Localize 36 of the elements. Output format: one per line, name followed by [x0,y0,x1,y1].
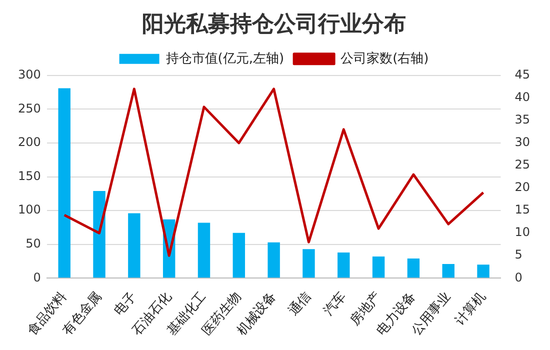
bar [232,232,246,278]
bar [58,88,70,278]
y2-tick-label: 10 [514,225,530,240]
bar [372,256,385,278]
bar [407,258,420,278]
y-tick-label: 50 [26,236,41,250]
bar [268,242,280,278]
bar [477,264,490,278]
y-tick-label: 200 [18,135,41,150]
x-tick-label: 通信 [286,289,314,319]
y2-tick-label: 20 [514,180,530,194]
y-tick-label: 250 [18,101,41,116]
bar [198,222,210,278]
y-tick-label: 300 [18,68,41,82]
legend-label: 持仓市值(亿元,左轴) [166,51,284,66]
y2-tick-label: 35 [514,112,530,127]
y2-tick-label: 5 [514,248,522,262]
chart-title: 阳光私募持仓公司行业分布 [142,12,406,37]
x-tick-label: 电子 [112,289,140,319]
y2-tick-label: 45 [514,68,530,82]
y2-tick-label: 25 [514,158,530,172]
bar [302,249,315,278]
bar [128,213,140,278]
bar [442,264,454,278]
x-tick-label: 汽车 [321,289,350,319]
y-tick-label: 100 [18,202,41,217]
bar [93,190,106,278]
y2-tick-label: 0 [514,270,522,284]
y2-tick-label: 15 [514,202,530,217]
y-tick-label: 0 [33,270,41,284]
y2-tick-label: 40 [514,90,530,104]
bar [338,252,350,278]
x-tick-label: 计算机 [452,289,489,329]
legend-label: 公司家数(右轴) [340,50,429,66]
y2-tick-label: 30 [514,135,530,150]
y-tick-label: 150 [18,168,41,183]
